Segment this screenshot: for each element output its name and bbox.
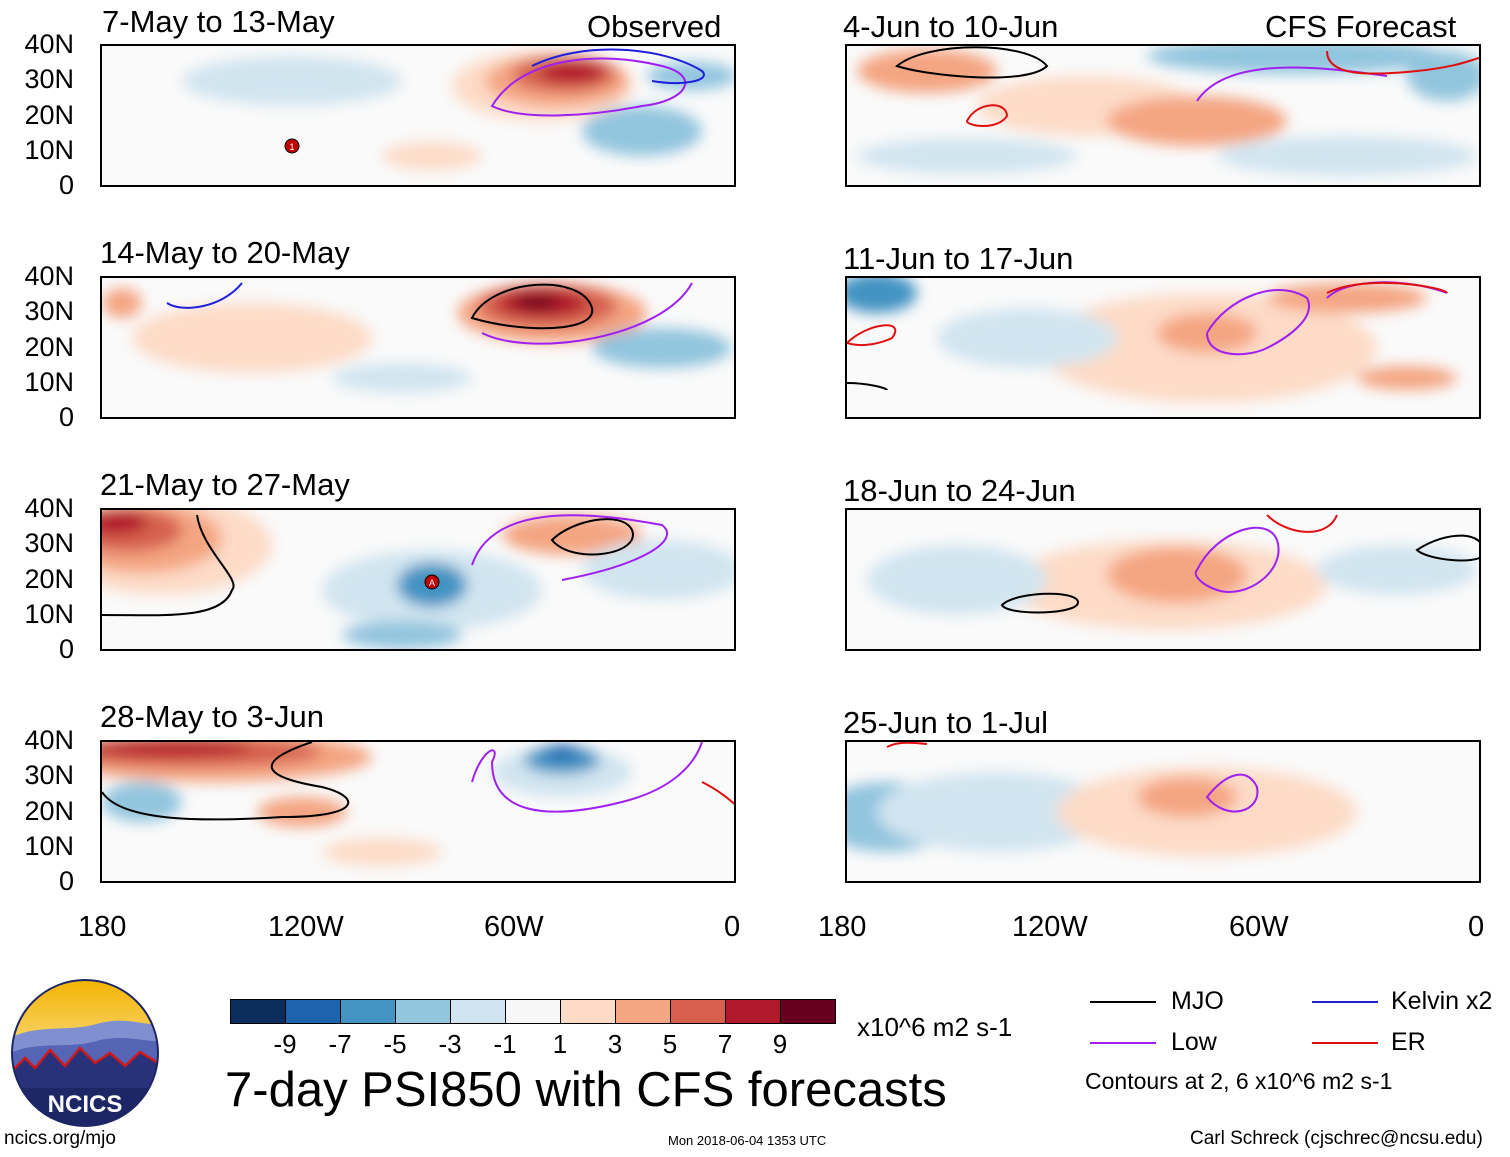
footer-timestamp: Mon 2018-06-04 1353 UTC bbox=[668, 1133, 827, 1148]
colorbar-swatch bbox=[505, 999, 561, 1024]
panel-title-observed-1: 7-May to 13-May bbox=[102, 4, 335, 39]
map-observed-1: 1 bbox=[100, 44, 736, 187]
forecast-header: CFS Forecast bbox=[1265, 9, 1457, 44]
ncics-logo: NCICS bbox=[10, 978, 160, 1128]
lon-label-right-0: 0 bbox=[1468, 911, 1485, 943]
psi-field bbox=[847, 742, 1357, 857]
observed-header: Observed bbox=[587, 9, 722, 44]
footer-author: Carl Schreck (cjschrec@ncsu.edu) bbox=[1190, 1128, 1483, 1149]
colorbar-swatch bbox=[450, 999, 506, 1024]
colorbar-swatch bbox=[340, 999, 396, 1024]
lat-label: 10N bbox=[24, 598, 74, 629]
lat-label: 40N bbox=[24, 493, 74, 523]
panel-title-observed-2: 14-May to 20-May bbox=[100, 235, 350, 270]
lon-label-left-180: 180 bbox=[78, 911, 127, 943]
colorbar-swatch bbox=[670, 999, 726, 1024]
legend-line-low bbox=[1090, 1042, 1156, 1044]
lon-label-right-180: 180 bbox=[818, 911, 867, 943]
lon-label-left-60w: 60W bbox=[484, 911, 544, 943]
panel-title-forecast-1: 4-Jun to 10-Jun bbox=[843, 9, 1059, 44]
footer-url: ncics.org/mjo bbox=[4, 1128, 116, 1149]
map-forecast-3 bbox=[845, 508, 1481, 651]
legend-note: Contours at 2, 6 x10^6 m2 s-1 bbox=[1085, 1068, 1393, 1094]
lat-label: 0 bbox=[58, 402, 74, 432]
map-forecast-4 bbox=[845, 740, 1481, 883]
colorbar-units: x10^6 m2 s-1 bbox=[857, 1012, 1013, 1042]
map-observed-4 bbox=[100, 740, 736, 883]
colorbar-swatch bbox=[780, 999, 836, 1024]
lat-label: 40N bbox=[24, 29, 74, 59]
lat-label: 0 bbox=[58, 634, 74, 664]
logo-text: NCICS bbox=[48, 1091, 123, 1118]
lat-label: 20N bbox=[24, 99, 74, 130]
colorbar-swatch bbox=[285, 999, 341, 1024]
colorbar-label: 7 bbox=[717, 1029, 733, 1059]
panel-title-observed-3: 21-May to 27-May bbox=[100, 467, 350, 502]
map-forecast-1 bbox=[845, 44, 1481, 187]
lat-label: 20N bbox=[24, 331, 74, 362]
colorbar-label: -7 bbox=[328, 1029, 352, 1059]
colorbar-label: 1 bbox=[552, 1029, 568, 1059]
colorbar-label: -3 bbox=[438, 1029, 462, 1059]
psi-field bbox=[857, 46, 1479, 176]
legend-label-er: ER bbox=[1391, 1028, 1426, 1056]
colorbar-swatch bbox=[230, 999, 286, 1024]
legend-label-kelvin: Kelvin x2 bbox=[1391, 987, 1493, 1015]
legend-line-kelvin bbox=[1312, 1001, 1378, 1003]
lat-label: 30N bbox=[24, 760, 74, 791]
lon-label-left-0: 0 bbox=[724, 911, 741, 943]
legend-line-er bbox=[1312, 1042, 1378, 1044]
psi-field: 1 bbox=[182, 48, 734, 170]
lat-label: 20N bbox=[24, 563, 74, 594]
storm-marker: A bbox=[429, 578, 435, 588]
panel-title-observed-4: 28-May to 3-Jun bbox=[100, 699, 324, 734]
colorbar-swatch bbox=[725, 999, 781, 1024]
colorbar-swatch bbox=[560, 999, 616, 1024]
lat-label: 40N bbox=[24, 261, 74, 291]
lat-label: 0 bbox=[58, 866, 74, 896]
panel-title-forecast-3: 18-Jun to 24-Jun bbox=[843, 473, 1076, 508]
psi-field bbox=[102, 282, 732, 393]
psi-field bbox=[867, 514, 1479, 630]
map-observed-3: A bbox=[100, 508, 736, 651]
psi-field: A bbox=[102, 510, 734, 649]
colorbar-label: -5 bbox=[383, 1029, 407, 1059]
panel-title-forecast-4: 25-Jun to 1-Jul bbox=[843, 705, 1049, 740]
lat-label: 30N bbox=[24, 528, 74, 559]
legend-label-mjo: MJO bbox=[1171, 987, 1224, 1015]
map-observed-2 bbox=[100, 276, 736, 419]
panel-title-forecast-2: 11-Jun to 17-Jun bbox=[843, 241, 1074, 276]
lat-label: 30N bbox=[24, 64, 74, 95]
colorbar-label: 3 bbox=[607, 1029, 623, 1059]
colorbar-swatch bbox=[395, 999, 451, 1024]
map-forecast-2 bbox=[845, 276, 1481, 419]
lat-label: 20N bbox=[24, 795, 74, 826]
lat-label: 40N bbox=[24, 725, 74, 755]
lon-label-right-120w: 120W bbox=[1012, 911, 1088, 943]
psi-field bbox=[847, 278, 1457, 403]
lat-label: 30N bbox=[24, 296, 74, 327]
legend-line-mjo bbox=[1090, 1001, 1156, 1003]
colorbar-label: -9 bbox=[273, 1029, 297, 1059]
colorbar-label: 9 bbox=[772, 1029, 788, 1059]
lon-label-left-120w: 120W bbox=[268, 911, 344, 943]
storm-marker: 1 bbox=[289, 142, 294, 152]
lat-label: 10N bbox=[24, 134, 74, 165]
colorbar-label: -1 bbox=[493, 1029, 517, 1059]
lat-label: 10N bbox=[24, 366, 74, 397]
legend-label-low: Low bbox=[1171, 1028, 1217, 1056]
lon-label-right-60w: 60W bbox=[1229, 911, 1289, 943]
lat-label: 10N bbox=[24, 830, 74, 861]
colorbar-label: 5 bbox=[662, 1029, 678, 1059]
lat-label: 0 bbox=[58, 170, 74, 200]
psi-field bbox=[102, 742, 734, 866]
colorbar-swatch bbox=[615, 999, 671, 1024]
main-title: 7-day PSI850 with CFS forecasts bbox=[225, 1063, 947, 1117]
